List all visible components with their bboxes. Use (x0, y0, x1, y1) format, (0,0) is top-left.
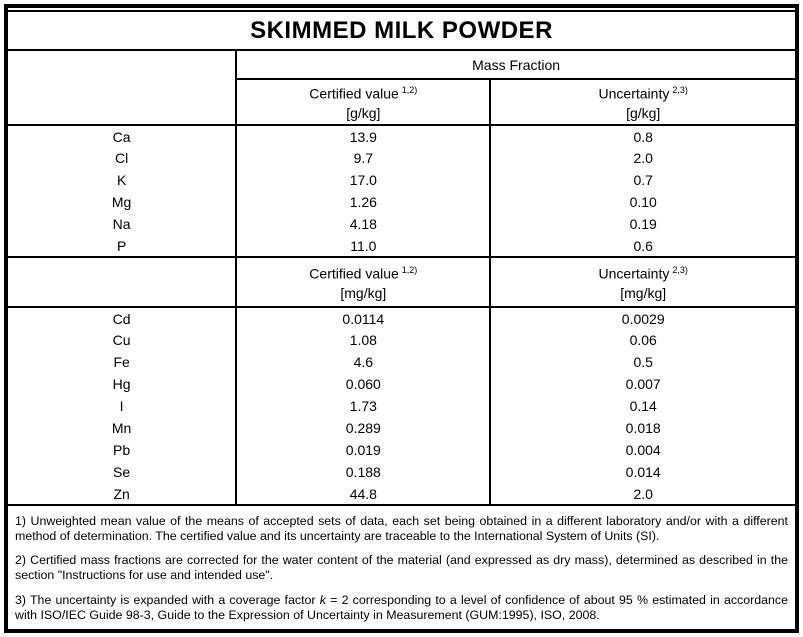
uncertainty-value: 0.5 (489, 351, 795, 373)
element-symbol: K (116, 172, 127, 188)
uncertainty-header-mgkg: Uncertainty 2,3) [mg/kg] (489, 256, 795, 308)
certified-value: 1.73 (235, 395, 491, 417)
uncertainty-value: 0.8 (489, 125, 795, 147)
footnote-ref: 2,3) (672, 85, 688, 96)
footnotes-section: 1) Unweighted mean value of the means of… (8, 506, 795, 629)
certified-value: 0.060 (235, 373, 491, 395)
certified-value: 4.18 (235, 213, 491, 235)
uncertainty-value: 0.014 (489, 461, 795, 483)
coverage-factor-k: k (319, 592, 326, 607)
table-row: Zn 44.8 2.0 (8, 483, 795, 506)
certified-value: 1.26 (235, 191, 491, 213)
certified-value: 1.08 (235, 329, 491, 351)
uncertainty-value: 0.007 (489, 373, 795, 395)
certified-values-table: SKIMMED MILK POWDER Mass Fraction Certif… (8, 12, 795, 506)
table-row: P 11.0 0.6 (8, 235, 795, 257)
element-symbol: Na (112, 216, 131, 232)
table-row: Hg 0.060 0.007 (8, 373, 795, 395)
table-row: Cl 9.7 2.0 (8, 147, 795, 169)
unit-label: [mg/kg] (620, 284, 667, 301)
footnote-ref: 1,2) (401, 85, 418, 96)
footnote-2: 2) Certified mass fractions are correcte… (15, 553, 788, 583)
certified-value: 0.188 (235, 461, 491, 483)
element-symbol: Cl (114, 150, 129, 166)
uncertainty-value: 2.0 (489, 147, 795, 169)
uncertainty-value: 0.10 (489, 191, 795, 213)
certified-value: 0.289 (235, 417, 491, 439)
table-row: Ca 13.9 0.8 (8, 125, 795, 147)
uncertainty-value: 0.7 (489, 169, 795, 191)
table-row: SKIMMED MILK POWDER (8, 12, 795, 51)
frame-inner-line (8, 10, 795, 12)
uncertainty-value: 0.6 (489, 235, 795, 257)
element-symbol: Mg (111, 194, 132, 210)
certified-value-label: Certified value (309, 265, 399, 282)
uncertainty-value: 0.004 (489, 439, 795, 461)
uncertainty-value: 0.06 (489, 329, 795, 351)
certified-value: 4.6 (235, 351, 491, 373)
certified-value: 17.0 (235, 169, 491, 191)
element-symbol: P (116, 237, 127, 254)
table-row: Se 0.188 0.014 (8, 461, 795, 483)
element-symbol: Ca (112, 128, 131, 145)
table-row: Pb 0.019 0.004 (8, 439, 795, 461)
table-row: Cu 1.08 0.06 (8, 329, 795, 351)
table-row: I 1.73 0.14 (8, 395, 795, 417)
element-symbol: Cu (112, 332, 131, 348)
footnote-ref: 2,3) (672, 265, 688, 276)
certified-value: 0.019 (235, 439, 491, 461)
uncertainty-value: 0.19 (489, 213, 795, 235)
footnote-1: 1) Unweighted mean value of the means of… (15, 514, 788, 544)
uncertainty-label: Uncertainty (598, 85, 670, 102)
table-row: Fe 4.6 0.5 (8, 351, 795, 373)
table-row: Cd 0.0114 0.0029 (8, 307, 795, 329)
certified-value: 11.0 (235, 235, 491, 257)
footnote-3-suffix: = 2 corresponding to a level of confiden… (15, 592, 788, 622)
element-symbol: Pb (113, 442, 131, 458)
uncertainty-value: 0.018 (489, 417, 795, 439)
certified-value: 13.9 (235, 125, 491, 147)
uncertainty-value: 0.14 (489, 395, 795, 417)
element-symbol: Mn (111, 420, 132, 436)
table-row: Certified value 1,2) [g/kg] Uncertainty 2,… (8, 79, 795, 126)
unit-label: [g/kg] (626, 104, 661, 121)
certified-value: 0.0114 (235, 307, 491, 329)
element-symbol: Hg (112, 376, 131, 392)
corner-empty-cell (8, 50, 237, 126)
certified-value: 9.7 (235, 147, 491, 169)
table-row: Mass Fraction (8, 50, 795, 126)
element-symbol: Cd (112, 310, 131, 327)
certified-value-header-mgkg: Certified value 1,2) [mg/kg] (235, 256, 491, 308)
uncertainty-label: Uncertainty (598, 265, 670, 282)
table-row: Mg 1.26 0.10 (8, 191, 795, 213)
footnote-3: 3) The uncertainty is expanded with a co… (15, 593, 788, 623)
element-symbol: Se (113, 464, 131, 480)
certificate-table-frame: SKIMMED MILK POWDER Mass Fraction Certif… (4, 4, 799, 633)
certified-value-header-gkg: Certified value 1,2) [g/kg] (235, 79, 491, 126)
element-symbol: Zn (8, 483, 237, 506)
element-symbol: I (119, 398, 124, 414)
uncertainty-value: 0.0029 (489, 307, 795, 329)
footnote-3-prefix: 3) The uncertainty is expanded with a co… (15, 592, 320, 607)
certified-value-label: Certified value (309, 85, 399, 102)
table-row: K 17.0 0.7 (8, 169, 795, 191)
uncertainty-header-gkg: Uncertainty 2,3) [g/kg] (489, 79, 795, 126)
unit-label: [mg/kg] (340, 284, 387, 301)
certified-value: 44.8 (235, 483, 491, 506)
empty-cell (8, 256, 237, 308)
element-symbol: Fe (113, 354, 130, 370)
table-row: Na 4.18 0.19 (8, 213, 795, 235)
page-title: SKIMMED MILK POWDER (8, 12, 795, 51)
table-row: Mn 0.289 0.018 (8, 417, 795, 439)
mass-fraction-header: Mass Fraction (235, 50, 795, 80)
table-row: Certified value 1,2) [mg/kg] Uncertainty 2… (8, 256, 795, 308)
unit-label: [g/kg] (346, 104, 381, 121)
footnote-ref: 1,2) (401, 265, 418, 276)
uncertainty-value: 2.0 (489, 483, 795, 506)
